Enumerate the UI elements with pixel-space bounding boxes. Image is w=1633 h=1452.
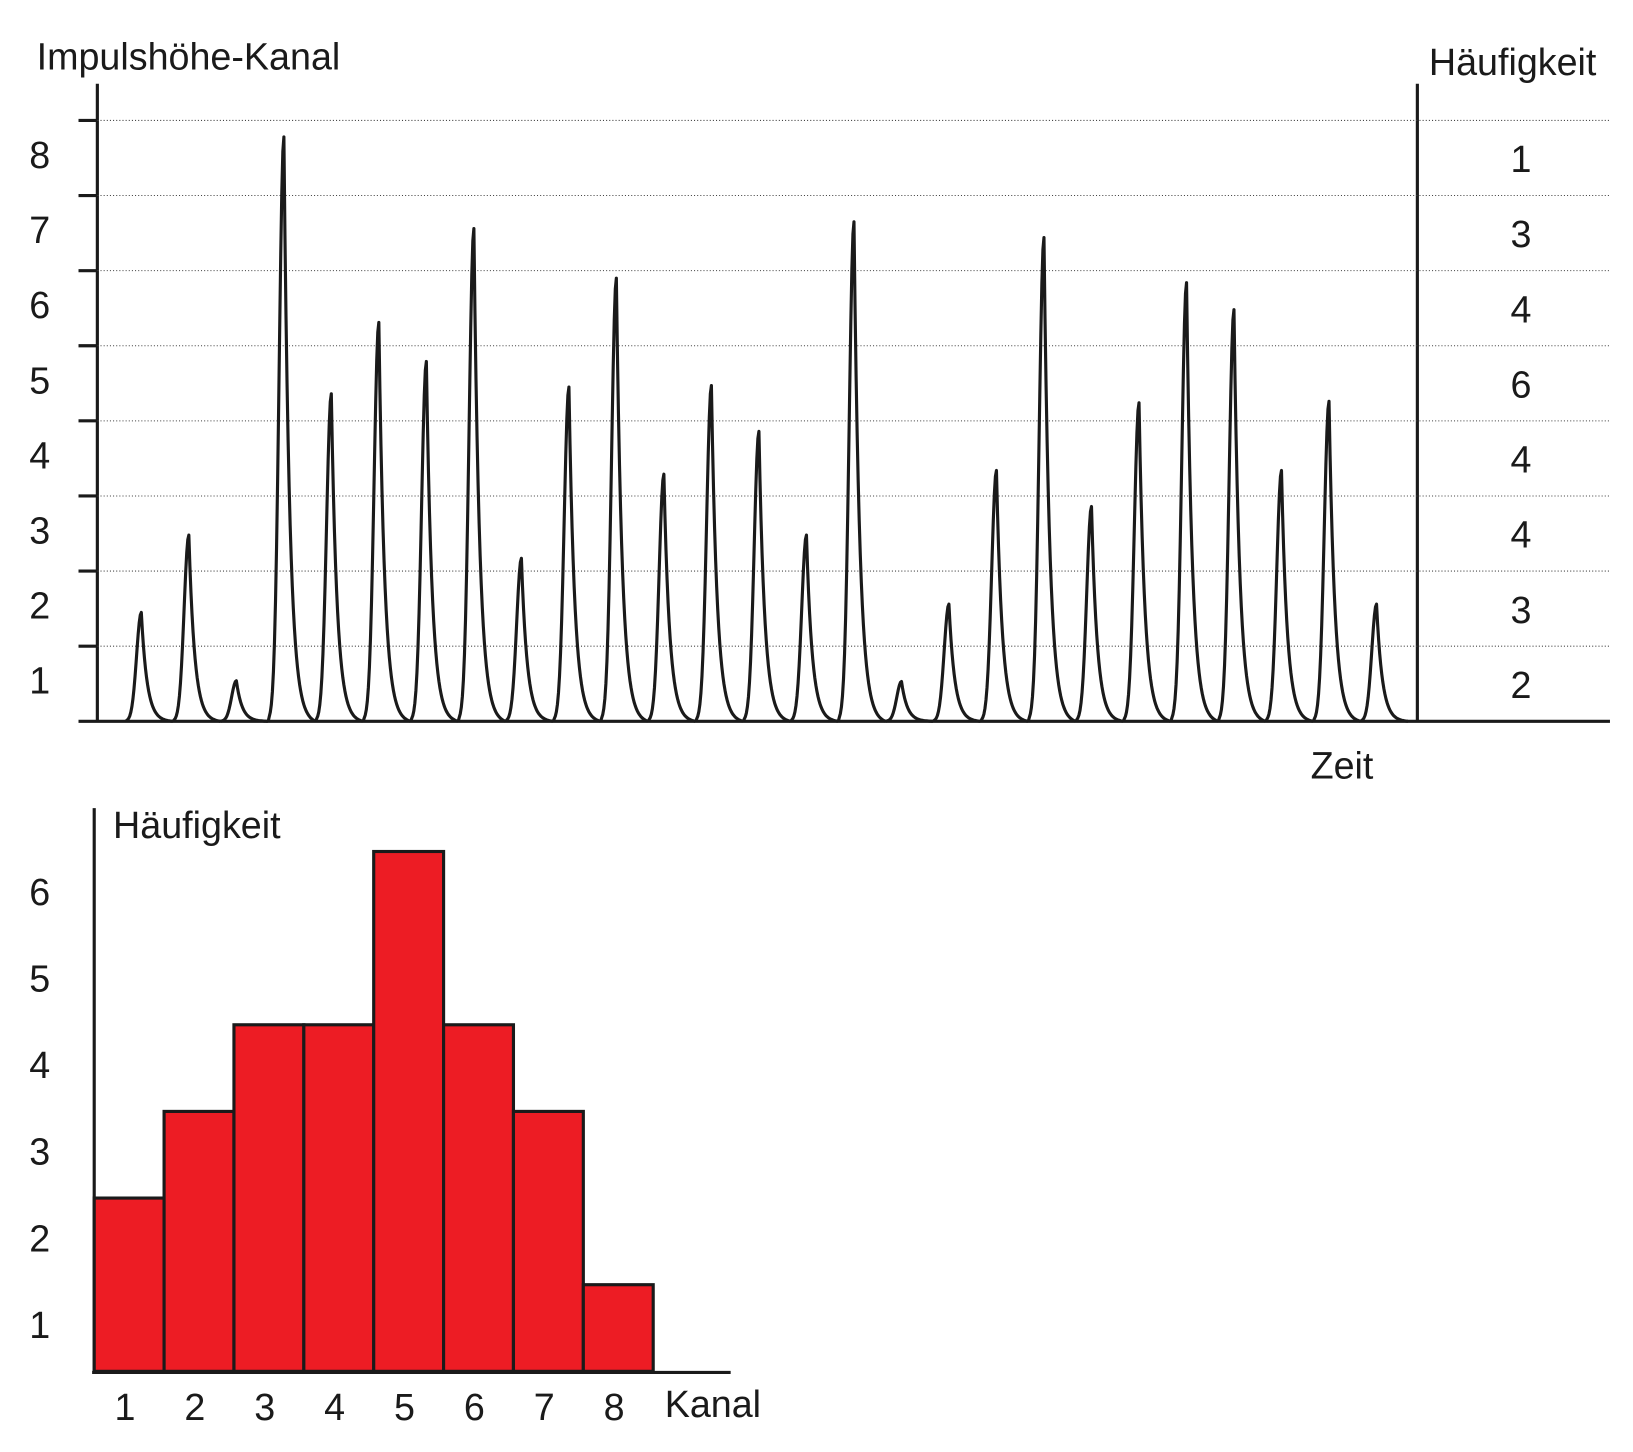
y-tick-label: 2 — [29, 1217, 50, 1259]
frequency-title: Häufigkeit — [1429, 41, 1597, 83]
pulse — [599, 276, 649, 723]
y-axis-title: Impulshöhe-Kanal — [37, 36, 341, 78]
pulse — [361, 320, 411, 723]
pulse — [836, 220, 887, 723]
pulse — [1121, 401, 1171, 723]
x-tick-label: 2 — [184, 1386, 205, 1428]
bar — [162, 1109, 236, 1373]
pulse — [456, 226, 506, 723]
y-tick-label: 4 — [29, 434, 50, 476]
bar — [92, 1196, 166, 1373]
frequency-label: 4 — [1511, 288, 1532, 330]
pulse — [1264, 468, 1314, 723]
bar — [442, 1023, 516, 1373]
pulse — [1359, 602, 1409, 723]
x-tick-label: 1 — [114, 1386, 135, 1428]
frequency-label: 1 — [1511, 138, 1532, 180]
pulse — [979, 468, 1029, 723]
x-tick-label: 3 — [254, 1386, 275, 1428]
y-axis-title: Häufigkeit — [113, 804, 281, 846]
bar — [511, 1109, 585, 1373]
frequency-label: 4 — [1511, 514, 1532, 556]
frequency-label: 3 — [1511, 589, 1532, 631]
pulse — [1311, 399, 1361, 723]
pulse — [409, 359, 459, 723]
pulse — [551, 385, 601, 723]
y-tick-label: 5 — [29, 957, 50, 999]
bar — [232, 1023, 306, 1373]
y-tick-label: 4 — [29, 1044, 50, 1086]
y-tick-label: 2 — [29, 585, 50, 627]
pulse — [171, 533, 221, 723]
frequency-label: 6 — [1511, 363, 1532, 405]
y-tick-label: 5 — [29, 359, 50, 401]
pulse — [694, 384, 744, 723]
x-tick-label: 4 — [324, 1386, 345, 1428]
frequency-label: 3 — [1511, 213, 1532, 255]
y-tick-label: 1 — [29, 660, 50, 702]
x-tick-label: 5 — [394, 1386, 415, 1428]
pulse — [1074, 504, 1124, 723]
pulse — [314, 392, 364, 723]
pulse — [504, 556, 554, 723]
x-axis-title: Kanal — [665, 1383, 761, 1425]
y-tick-label: 7 — [29, 209, 50, 251]
pulse — [646, 472, 696, 723]
pulse — [220, 679, 269, 723]
x-tick-label: 7 — [534, 1386, 555, 1428]
x-tick-label: 8 — [604, 1386, 625, 1428]
pulse — [1216, 308, 1266, 723]
y-tick-label: 6 — [29, 871, 50, 913]
pulse — [266, 135, 317, 723]
pulse — [932, 602, 981, 723]
pulse — [124, 610, 174, 723]
frequency-label: 2 — [1511, 664, 1532, 706]
y-tick-label: 6 — [29, 284, 50, 326]
y-tick-label: 3 — [29, 509, 50, 551]
pulse — [1169, 281, 1219, 723]
pulse — [1026, 235, 1077, 723]
bar — [372, 849, 446, 1373]
pulse — [741, 429, 791, 723]
y-tick-label: 1 — [29, 1304, 50, 1346]
frequency-label: 4 — [1511, 439, 1532, 481]
x-tick-label: 6 — [464, 1386, 485, 1428]
x-axis-title: Zeit — [1311, 744, 1374, 786]
pulse — [789, 533, 839, 723]
bar — [581, 1283, 655, 1373]
y-tick-label: 3 — [29, 1131, 50, 1173]
bar — [302, 1023, 376, 1373]
pulse — [885, 679, 934, 723]
y-tick-label: 8 — [29, 134, 50, 176]
